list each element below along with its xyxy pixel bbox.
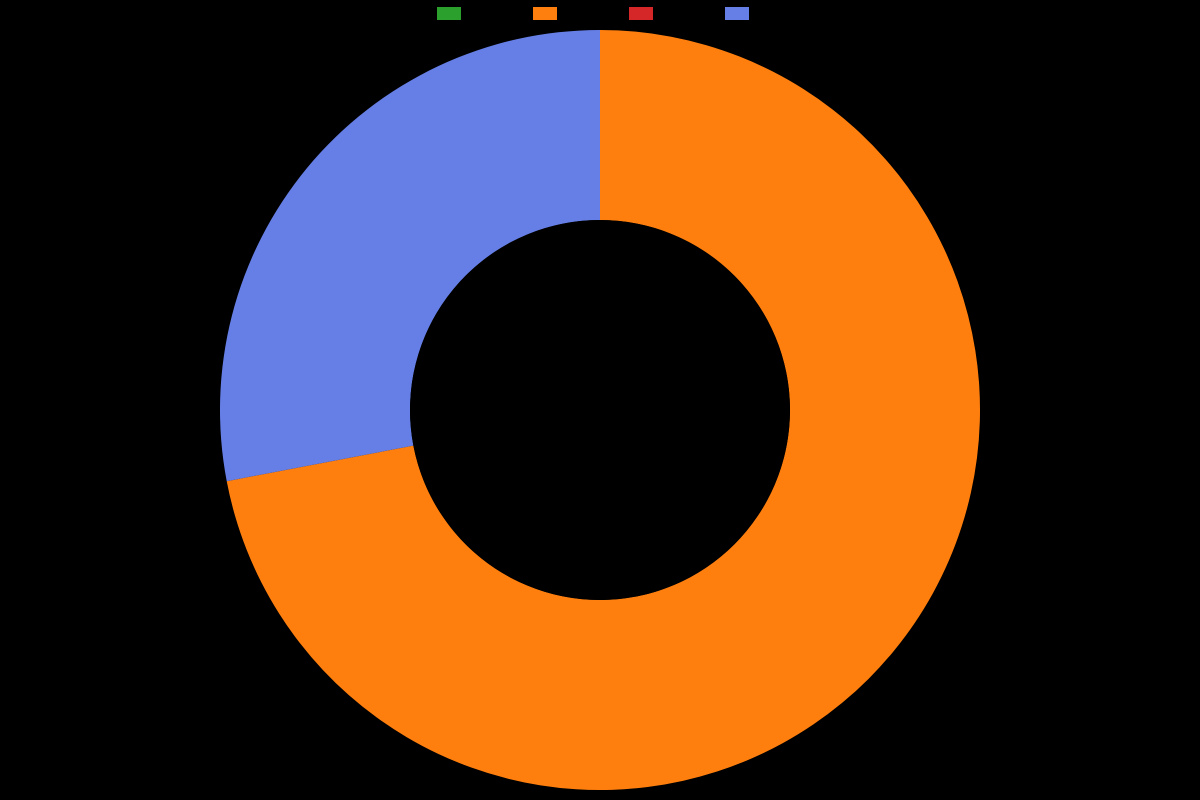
chart-container: [0, 0, 1200, 800]
donut-hole: [410, 220, 790, 600]
donut-chart: [0, 0, 1200, 800]
